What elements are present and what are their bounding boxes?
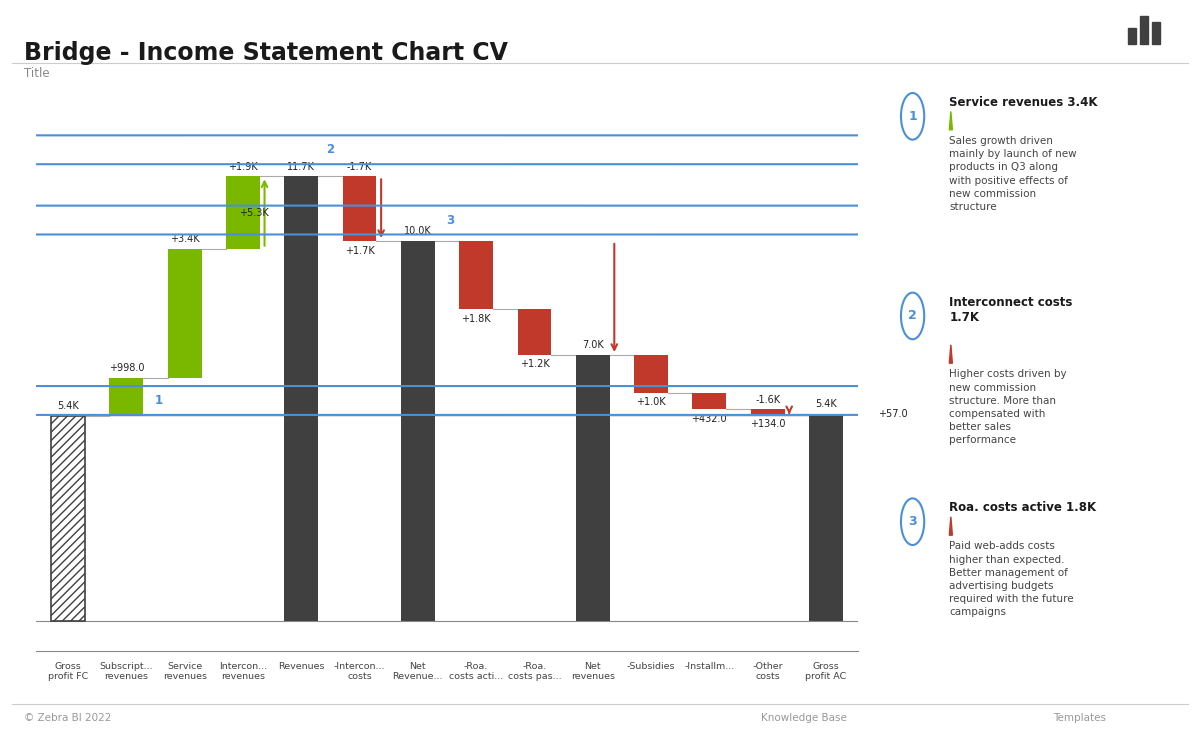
Text: +134.0: +134.0: [750, 419, 785, 429]
Text: 5.4K: 5.4K: [815, 399, 836, 409]
Text: Title: Title: [24, 67, 49, 80]
Bar: [168, 249, 202, 378]
Bar: [809, 414, 842, 621]
Text: 3: 3: [908, 515, 917, 528]
Text: +3.4K: +3.4K: [170, 234, 199, 244]
Bar: [109, 378, 143, 416]
Bar: [634, 355, 668, 393]
Bar: [576, 355, 610, 621]
Text: +1.7K: +1.7K: [344, 246, 374, 255]
Text: Bridge - Income Statement Chart CV: Bridge - Income Statement Chart CV: [24, 41, 508, 64]
Bar: [751, 409, 785, 414]
Bar: [460, 241, 493, 309]
Polygon shape: [949, 112, 953, 130]
Text: Service revenues 3.4K: Service revenues 3.4K: [949, 96, 1098, 109]
Text: +1.2K: +1.2K: [520, 360, 550, 369]
Text: Knowledge Base: Knowledge Base: [761, 713, 847, 723]
Text: 11.7K: 11.7K: [287, 162, 316, 172]
Text: +998.0: +998.0: [109, 363, 144, 373]
Bar: [517, 309, 551, 355]
Text: -1.7K: -1.7K: [347, 162, 372, 172]
Text: +1.0K: +1.0K: [636, 397, 666, 408]
Text: +5.3K: +5.3K: [239, 207, 269, 218]
Text: 2: 2: [908, 309, 917, 323]
Bar: [52, 416, 85, 621]
Text: Paid web-adds costs
higher than expected.
Better management of
advertising budge: Paid web-adds costs higher than expected…: [949, 542, 1074, 617]
Text: 10.0K: 10.0K: [404, 226, 432, 236]
Text: 1: 1: [155, 394, 162, 407]
Text: Sales growth driven
mainly by launch of new
products in Q3 along
with positive e: Sales growth driven mainly by launch of …: [949, 136, 1076, 212]
Text: Interconnect costs
1.7K: Interconnect costs 1.7K: [949, 296, 1073, 323]
Bar: [284, 176, 318, 621]
Text: 2: 2: [326, 144, 335, 156]
Text: Templates: Templates: [1054, 713, 1106, 723]
Bar: [401, 241, 434, 621]
Bar: [226, 176, 260, 249]
Bar: [692, 393, 726, 409]
Text: +1.9K: +1.9K: [228, 162, 258, 172]
Text: +432.0: +432.0: [691, 414, 727, 424]
Polygon shape: [949, 345, 953, 363]
Text: +57.0: +57.0: [878, 408, 907, 419]
Text: 7.0K: 7.0K: [582, 340, 604, 350]
Text: Roa. costs active 1.8K: Roa. costs active 1.8K: [949, 502, 1097, 514]
Text: 1: 1: [908, 110, 917, 123]
Text: -1.6K: -1.6K: [755, 394, 780, 405]
Bar: [343, 176, 377, 241]
Text: 3: 3: [446, 214, 454, 226]
Text: 5.4K: 5.4K: [58, 401, 79, 411]
Text: +1.8K: +1.8K: [461, 314, 491, 324]
Text: Higher costs driven by
new commission
structure. More than
compensated with
bett: Higher costs driven by new commission st…: [949, 369, 1067, 445]
Text: © Zebra BI 2022: © Zebra BI 2022: [24, 713, 112, 723]
Polygon shape: [949, 517, 953, 535]
